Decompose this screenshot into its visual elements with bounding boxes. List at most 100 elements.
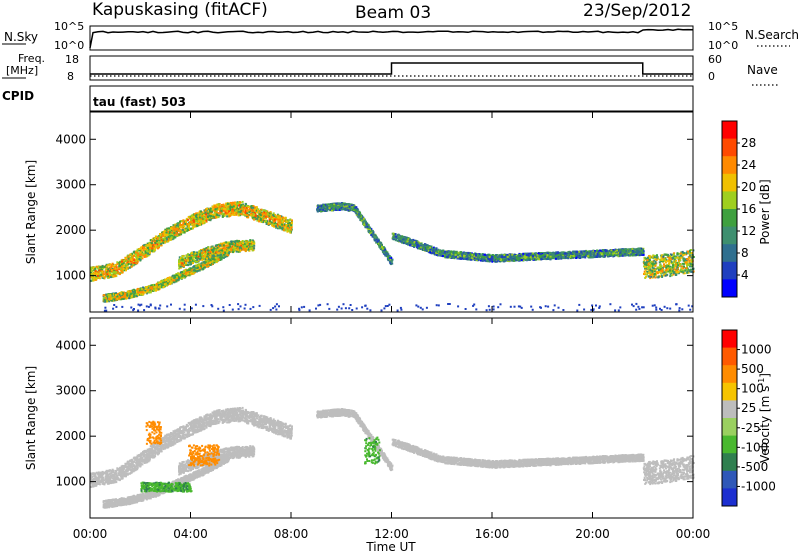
nsky-label: N.Sky: [4, 30, 38, 44]
power-cell: [235, 240, 237, 243]
power-cell: [156, 237, 159, 240]
power-cell: [231, 202, 234, 204]
power-cell: [219, 250, 222, 253]
power-cell: [243, 244, 246, 247]
nsearch-label: N.Search: [745, 28, 799, 42]
power-cell: [367, 227, 370, 230]
power-cell: [192, 256, 195, 259]
power-cell: [226, 206, 229, 209]
power-cell: [152, 284, 154, 286]
power-cell: [222, 252, 225, 254]
power-cell: [373, 238, 376, 241]
power-cell: [131, 257, 134, 260]
power-cell: [202, 216, 205, 219]
power-cell: [173, 225, 176, 228]
power-cell: [323, 207, 326, 210]
power-cell: [187, 227, 190, 229]
power-cell: [201, 255, 204, 258]
power-cell: [352, 204, 355, 206]
power-cell: [177, 272, 180, 275]
power-cell: [144, 250, 147, 253]
power-cell: [110, 299, 113, 302]
power-cell: [199, 254, 202, 257]
power-cell: [198, 218, 201, 221]
power-cell: [161, 232, 164, 235]
power-cell: [230, 240, 232, 243]
power-cell: [262, 221, 265, 224]
freq-unit: [MHz]: [6, 64, 38, 77]
power-cell: [265, 212, 268, 215]
power-cell: [241, 207, 244, 210]
power-cell: [366, 225, 369, 228]
power-cell: [179, 271, 182, 274]
power-cell: [94, 270, 97, 273]
power-cell: [227, 213, 230, 216]
power-cell: [218, 214, 221, 217]
power-cell: [193, 215, 195, 218]
power-cell: [198, 269, 201, 272]
power-cell: [148, 245, 151, 248]
power-cell: [176, 227, 179, 230]
power-cell: [249, 239, 252, 242]
power-cell: [170, 229, 173, 232]
power-cell: [218, 205, 221, 208]
power-cell: [285, 227, 288, 230]
power-cell: [226, 249, 229, 252]
power-cell: [190, 221, 193, 223]
power-cell: [170, 237, 173, 240]
power-cell: [225, 212, 228, 215]
power-cell: [211, 245, 214, 248]
power-cell: [330, 203, 333, 206]
power-cell: [231, 243, 234, 246]
power-cell: [154, 285, 157, 288]
power-cell: [237, 211, 240, 214]
power-cell: [129, 256, 132, 259]
power-cell: [387, 259, 390, 262]
power-cell: [141, 257, 144, 260]
power-cell: [251, 244, 254, 247]
power-cell: [196, 225, 199, 228]
power-cell: [181, 262, 184, 265]
power-cell: [235, 210, 238, 213]
power-cell: [182, 220, 185, 223]
power-cell: [233, 245, 235, 248]
power-cell: [99, 275, 102, 278]
power-cell: [145, 255, 147, 258]
power-cell: [144, 290, 147, 292]
power-cell: [213, 257, 216, 260]
power-cell: [211, 252, 214, 255]
power-cell: [100, 272, 103, 275]
power-cell: [195, 257, 197, 259]
power-cell: [207, 216, 209, 218]
power-cell: [213, 261, 216, 264]
power-cell: [249, 213, 252, 216]
power-cell: [343, 205, 346, 208]
power-cell: [214, 251, 216, 254]
power-cell: [354, 209, 357, 212]
power-cell: [236, 203, 239, 205]
power-cell: [322, 208, 325, 211]
power-cell: [208, 255, 211, 258]
power-cell: [389, 258, 392, 261]
power-cell: [96, 274, 99, 277]
power-cell: [190, 218, 192, 221]
power-cell: [147, 252, 150, 255]
power-cell: [225, 251, 228, 254]
power-cell: [160, 240, 163, 243]
power-cell: [142, 290, 145, 293]
power-cell: [271, 217, 274, 219]
power-cell: [250, 244, 253, 247]
power-cell: [113, 299, 116, 302]
power-cell: [194, 266, 197, 269]
power-cell: [103, 300, 106, 303]
power-cell: [186, 223, 189, 225]
power-cell: [290, 224, 293, 227]
power-cell: [150, 242, 153, 245]
power-cell: [247, 215, 249, 218]
power-cell: [134, 251, 137, 254]
power-cell: [188, 269, 191, 272]
power-cell: [209, 217, 212, 219]
power-cell: [131, 259, 134, 262]
power-cell: [273, 215, 276, 218]
power-cell: [203, 218, 206, 221]
